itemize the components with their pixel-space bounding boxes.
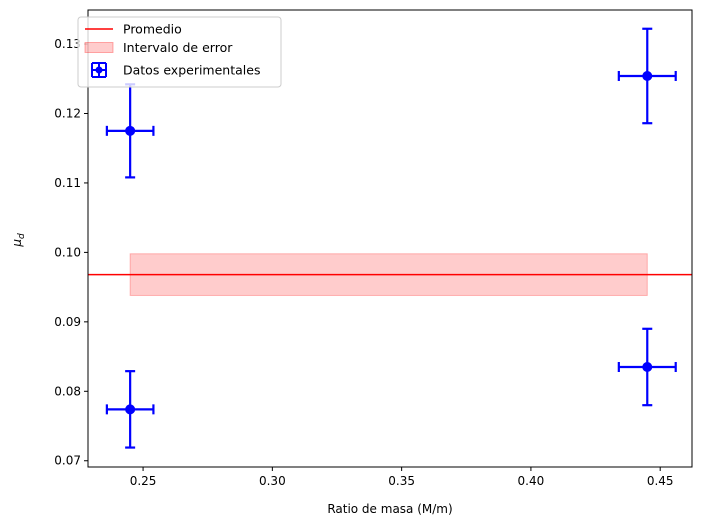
x-axis-label: Ratio de masa (M/m) xyxy=(327,502,452,516)
y-axis-label-subscript: d xyxy=(17,233,27,239)
y-axis: 0.07 0.08 0.09 0.10 0.11 0.12 0.13 xyxy=(54,37,88,468)
y-tick-label: 0.08 xyxy=(54,384,81,398)
point-marker xyxy=(642,70,653,81)
x-tick-label: 0.25 xyxy=(130,474,157,488)
y-tick-label: 0.12 xyxy=(54,106,81,120)
data-point xyxy=(617,27,677,125)
legend-band-label: Intervalo de error xyxy=(123,40,233,55)
x-tick-label: 0.35 xyxy=(388,474,415,488)
legend-points-label: Datos experimentales xyxy=(123,63,260,78)
legend-points-swatch xyxy=(91,62,107,78)
plot-frame xyxy=(87,9,693,468)
y-tick-label: 0.13 xyxy=(54,37,81,51)
x-axis: 0.25 0.30 0.35 0.40 0.45 xyxy=(130,467,674,488)
x-tick-label: 0.40 xyxy=(518,474,545,488)
point-marker xyxy=(125,404,136,415)
data-point xyxy=(617,327,677,407)
point-marker xyxy=(642,361,653,372)
data-point xyxy=(105,370,155,449)
legend: Promedio Intervalo de error Datos experi… xyxy=(77,16,282,88)
legend-band-swatch xyxy=(84,42,114,53)
y-axis-label: μd xyxy=(10,233,27,248)
legend-mean-label: Promedio xyxy=(123,22,182,37)
y-axis-label-symbol: μ xyxy=(10,239,24,248)
y-tick-label: 0.11 xyxy=(54,176,81,190)
x-tick-label: 0.45 xyxy=(647,474,674,488)
x-tick-label: 0.30 xyxy=(259,474,286,488)
point-marker xyxy=(125,125,136,136)
legend-frame xyxy=(77,16,282,88)
y-tick-label: 0.10 xyxy=(54,245,81,259)
y-tick-label: 0.07 xyxy=(54,454,81,468)
y-tick-label: 0.09 xyxy=(54,315,81,329)
